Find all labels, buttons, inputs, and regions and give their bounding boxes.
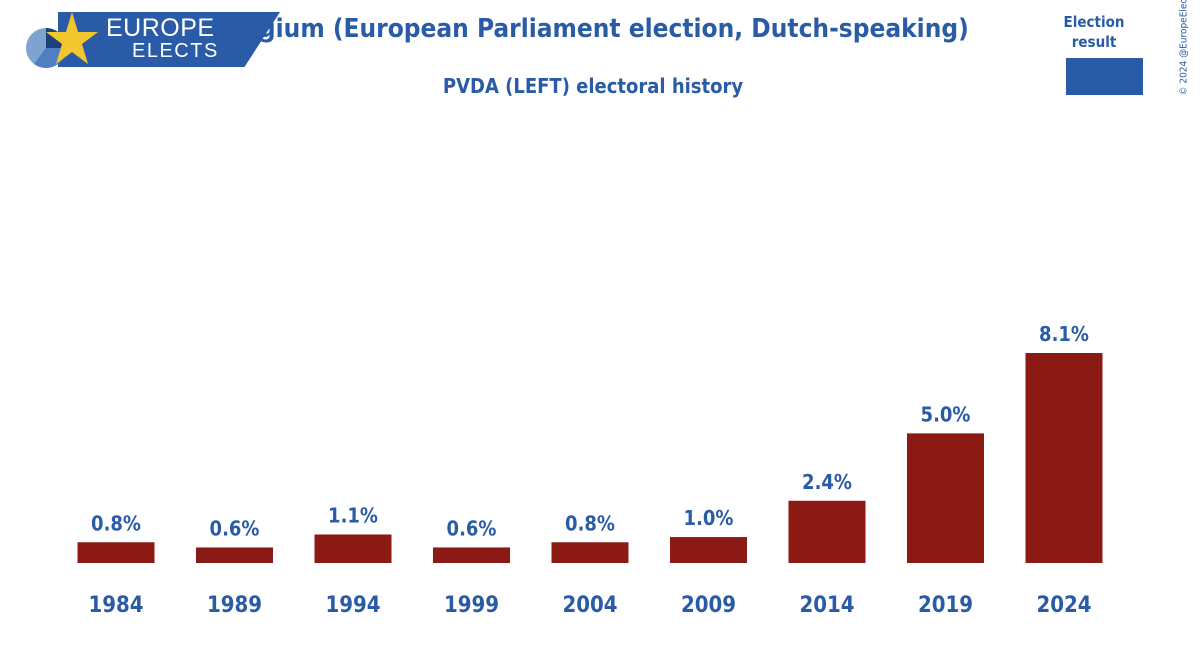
- category-label-1994: 1994: [325, 593, 380, 618]
- bar-1999: [433, 547, 510, 563]
- bar-2024: [1025, 353, 1103, 563]
- chart-title: Belgium (European Parliament election, D…: [217, 14, 969, 44]
- value-label-2009: 1.0%: [684, 506, 734, 530]
- bar-2014: [788, 500, 866, 563]
- logo-emblem-icon: [26, 12, 98, 68]
- value-label-1994: 1.1%: [328, 503, 378, 527]
- category-label-2009: 2009: [681, 593, 736, 618]
- value-label-1989: 0.6%: [210, 516, 260, 540]
- logo-band: [58, 12, 280, 67]
- bar-1989: [196, 547, 273, 563]
- logo-text-europe: EUROPE: [106, 14, 215, 42]
- category-label-2004: 2004: [562, 593, 617, 618]
- chart-subtitle: PVDA (LEFT) electoral history: [442, 74, 744, 98]
- bar-2004: [551, 542, 629, 563]
- value-label-2019: 5.0%: [921, 402, 971, 426]
- category-label-2024: 2024: [1036, 593, 1091, 618]
- legend-swatch: [1066, 58, 1143, 95]
- bar-1984: [77, 542, 155, 563]
- bar-1994: [314, 534, 392, 563]
- bar-2019: [907, 433, 984, 563]
- category-label-1989: 1989: [207, 593, 262, 618]
- value-label-1999: 0.6%: [447, 516, 497, 540]
- value-label-2024: 8.1%: [1039, 322, 1089, 346]
- legend-label: Election result: [1063, 13, 1125, 51]
- bar-2009: [670, 537, 747, 563]
- europe-elects-logo: EUROPE ELECTS: [20, 12, 280, 68]
- category-label-2014: 2014: [799, 593, 854, 618]
- category-label-2019: 2019: [918, 593, 973, 618]
- logo-text-elects: ELECTS: [132, 40, 219, 62]
- value-label-2014: 2.4%: [802, 470, 852, 494]
- category-label-1984: 1984: [88, 593, 143, 618]
- value-label-1984: 0.8%: [91, 511, 141, 535]
- value-label-2004: 0.8%: [565, 511, 615, 535]
- category-label-1999: 1999: [444, 593, 499, 618]
